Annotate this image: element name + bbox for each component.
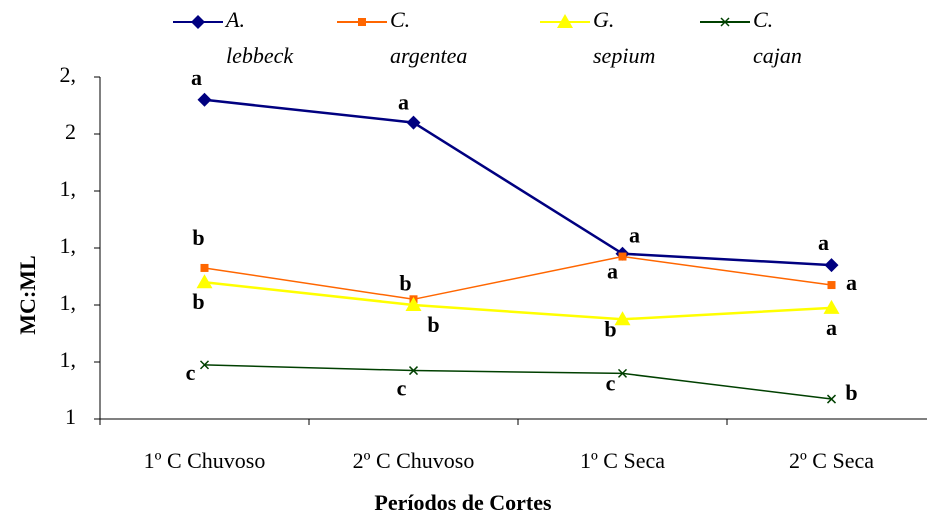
data-point <box>200 263 209 272</box>
point-label: a <box>607 259 618 284</box>
x-axis-title: Períodos de Cortes <box>374 490 552 515</box>
data-point <box>614 311 631 326</box>
legend-marker <box>557 14 573 28</box>
legend-label: G. sepium <box>593 7 655 68</box>
point-label: b <box>192 225 204 250</box>
series-line <box>204 364 832 400</box>
y-tick-label: 2, <box>60 62 77 87</box>
legend-label: C. argentea <box>390 7 467 68</box>
data-point <box>406 115 421 130</box>
y-tick-label: 1, <box>60 347 77 372</box>
point-label: b <box>399 270 411 295</box>
series-line <box>204 280 832 321</box>
point-label: a <box>846 270 857 295</box>
point-label: a <box>191 65 202 90</box>
series-line <box>204 98 832 267</box>
y-tick-label: 1, <box>60 233 77 258</box>
point-label: a <box>629 223 640 248</box>
legend-item: C. argentea <box>337 7 467 68</box>
y-tick-label: 1, <box>60 176 77 201</box>
point-label: c <box>397 376 407 401</box>
data-point <box>618 252 627 261</box>
data-point <box>197 92 212 107</box>
legend-label: A. lebbeck <box>224 7 294 68</box>
point-label: a <box>398 90 409 115</box>
x-tick-label: 1º C Chuvoso <box>144 448 266 473</box>
legend-item: G. sepium <box>540 7 655 68</box>
y-tick-label: 2 <box>65 119 76 144</box>
data-point <box>823 299 840 314</box>
data-point <box>827 281 836 290</box>
x-tick-label: 2º C Seca <box>789 448 874 473</box>
legend-item: C. cajan <box>700 7 802 68</box>
point-label: c <box>606 370 616 395</box>
point-label: b <box>604 316 616 341</box>
data-point <box>196 274 213 289</box>
legend-marker <box>358 18 366 26</box>
data-point <box>405 297 422 311</box>
data-point <box>408 366 419 376</box>
legend-marker <box>191 15 205 29</box>
data-point <box>617 368 628 378</box>
x-tick-label: 2º C Chuvoso <box>353 448 475 473</box>
legend-item: A. lebbeck <box>173 7 294 68</box>
data-point <box>826 394 837 404</box>
data-point <box>199 360 210 370</box>
legend-label: C. cajan <box>753 7 802 68</box>
point-label: a <box>826 315 837 340</box>
y-tick-label: 1 <box>65 404 76 429</box>
y-tick-label: 1, <box>60 290 77 315</box>
point-label: b <box>192 289 204 314</box>
y-axis-title: MC:ML <box>15 255 40 334</box>
point-label: c <box>186 360 196 385</box>
legend-marker <box>720 17 730 27</box>
series-line <box>204 255 832 301</box>
point-label: a <box>818 230 829 255</box>
point-label: b <box>427 312 439 337</box>
x-tick-label: 1º C Seca <box>580 448 665 473</box>
point-label: b <box>845 380 857 405</box>
data-point <box>824 258 839 273</box>
